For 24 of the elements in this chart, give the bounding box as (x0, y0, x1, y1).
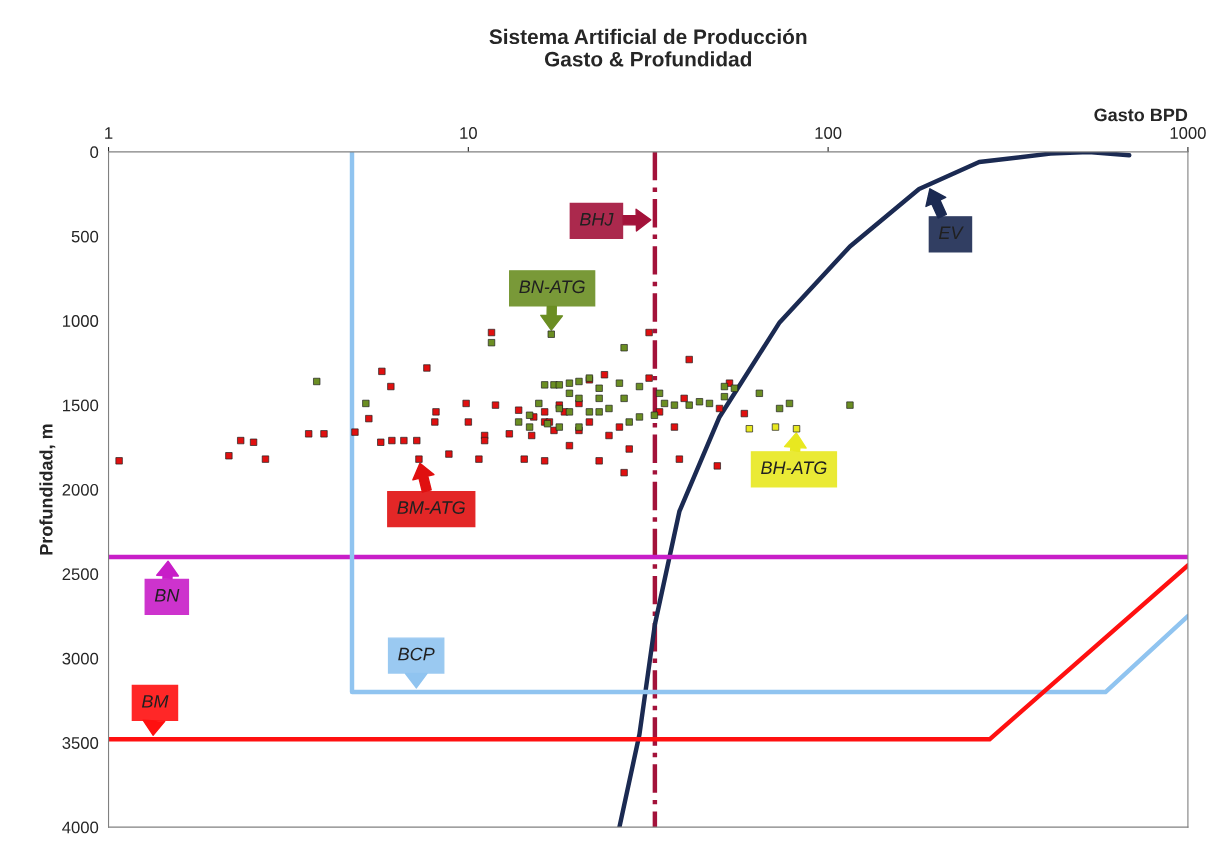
y-tick-label: 0 (90, 146, 99, 159)
x-axis-title: Gasto BPD (1094, 108, 1188, 122)
y-tick-label: 2500 (62, 568, 99, 581)
annotation: EV (938, 226, 964, 239)
annotation: BCP (398, 647, 435, 661)
y-axis-title: Profundidad, m (39, 424, 56, 555)
y-tick-label: 3500 (62, 737, 99, 749)
x-tick-label: 1 (105, 127, 113, 139)
annotation: BM-ATG (397, 501, 465, 514)
annotation: BHJ (579, 213, 614, 226)
annotation: BM (141, 695, 169, 708)
y-tick-label: 4000 (62, 821, 99, 834)
y-tick-label: 3000 (62, 652, 99, 665)
chart-title: Sistema Artificial de Producción Gasto & Profundidad (489, 28, 807, 67)
x-tick-label: 100 (815, 127, 842, 139)
annotation: BN-ATG (519, 280, 585, 294)
annotation: BN (154, 589, 180, 602)
y-tick-label: 1500 (63, 399, 99, 412)
x-tick-label: 1000 (1170, 127, 1206, 139)
y-tick-label: 500 (71, 230, 99, 243)
x-tick-label: 10 (460, 127, 477, 139)
y-tick-label: 1000 (63, 315, 99, 327)
annotation: BH-ATG (761, 461, 827, 475)
y-tick-label: 2000 (62, 483, 99, 496)
